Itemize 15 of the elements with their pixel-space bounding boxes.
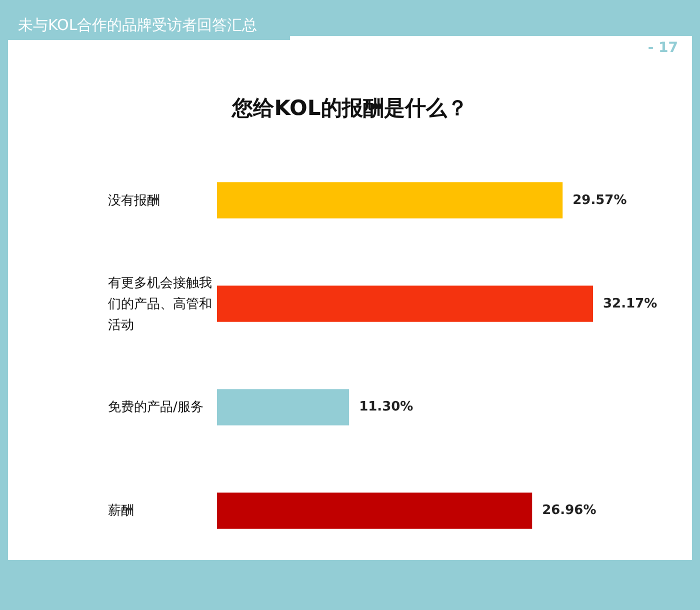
y-tick-label: 薪酬 (108, 503, 134, 518)
chart-subtitle: 未与KOL合作的品牌受访者回答汇总 (18, 16, 258, 34)
bar (217, 389, 350, 426)
bar (217, 492, 532, 529)
data-label: 29.57% (572, 192, 627, 208)
y-tick-label: 有更多机会接触我们的产品、高管和活动 (108, 275, 212, 332)
bar (217, 182, 563, 218)
y-tick-label: 免费的产品/服务 (108, 400, 204, 415)
data-label: 26.96% (542, 503, 596, 518)
data-label: 32.17% (603, 296, 658, 312)
chart-title: 您给KOL的报酬是什么？ (231, 96, 468, 120)
bar (217, 286, 593, 322)
y-tick-label: 没有报酬 (108, 192, 160, 208)
text: - 17 (648, 40, 678, 56)
data-label: 11.30% (359, 400, 414, 415)
